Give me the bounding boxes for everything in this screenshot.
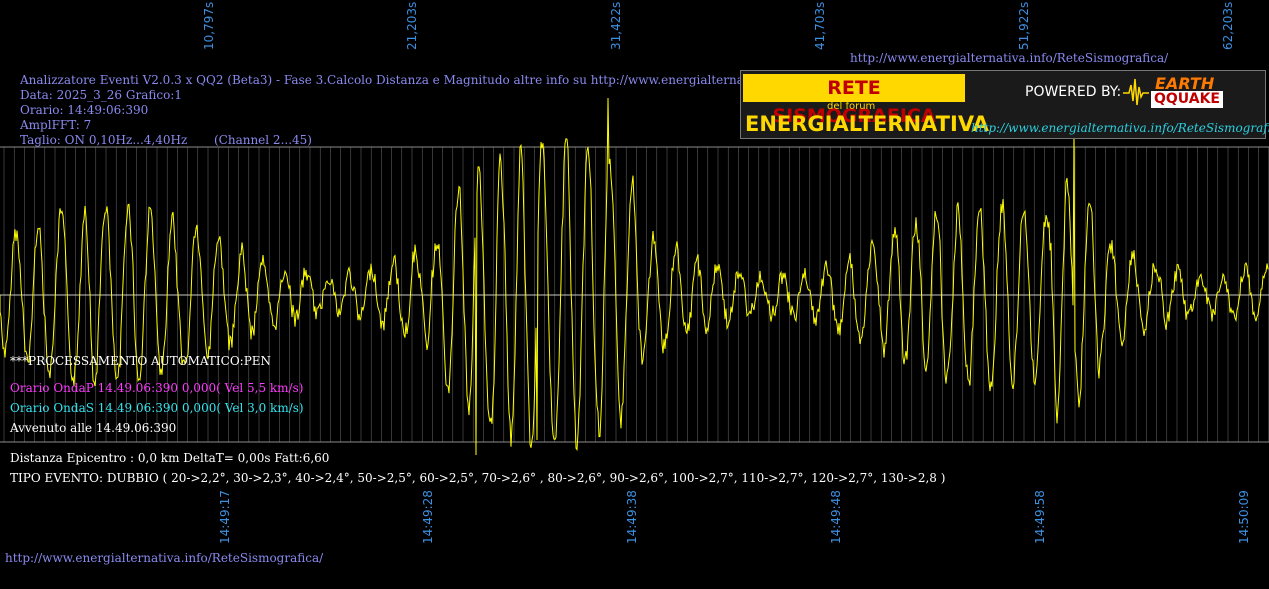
logo-rete-text: RETE SISMOGRAFICA	[743, 74, 965, 127]
onda-s-time: Orario OndaS 14.49.06:390 0,000( Vel 3,0…	[10, 401, 304, 415]
seismograph-icon	[1123, 78, 1149, 106]
logo-powered-text: POWERED BY:	[1025, 84, 1122, 100]
seconds-tick-label: 51,922s	[1017, 1, 1031, 50]
seconds-tick-label: 31,422s	[609, 1, 623, 50]
filter-line: Taglio: ON 0,10Hz...4,40Hz (Channel 2...…	[20, 133, 312, 147]
logo-earth-text: EARTH	[1155, 74, 1215, 93]
amplfft-line: AmplFFT: 7	[20, 118, 92, 132]
auto-processing-label: ***PROCESSAMENTO AUTOMATICO:PEN	[10, 354, 272, 368]
time-tick-label: 14:49:58	[1033, 490, 1047, 544]
logo-url-link[interactable]: http://www.energialternativa.info/ReteSi…	[971, 121, 1269, 135]
rete-sismografica-logo: RETE SISMOGRAFICA del forum ENERGIALTERN…	[740, 70, 1269, 139]
date-line: Data: 2025_3_26 Grafico:1	[20, 88, 182, 102]
epicenter-distance: Distanza Epicentro : 0,0 km DeltaT= 0,00…	[10, 451, 330, 465]
seconds-tick-label: 62,203s	[1221, 1, 1235, 50]
time-tick-label: 14:49:48	[829, 490, 843, 544]
time-tick-label: 14:49:17	[218, 490, 232, 544]
logo-energialternativa-text: ENERGIALTERNATIVA	[745, 112, 989, 136]
bottom-url-link[interactable]: http://www.energialternativa.info/ReteSi…	[5, 551, 324, 565]
time-line: Orario: 14:49:06:390	[20, 103, 149, 117]
event-time: Avvenuto alle 14.49.06:390	[10, 421, 177, 435]
seconds-tick-label: 21,203s	[405, 1, 419, 50]
seconds-tick-label: 10,797s	[202, 1, 216, 50]
seismic-trace	[0, 97, 1269, 456]
onda-p-time: Orario OndaP 14.49.06:390 0,000( Vel 5,5…	[10, 381, 304, 395]
top-url-link[interactable]: http://www.energialternativa.info/ReteSi…	[850, 51, 1169, 65]
time-tick-label: 14:49:28	[421, 490, 435, 544]
logo-qquake-text: QQUAKE	[1151, 91, 1223, 108]
app-title: Analizzatore Eventi V2.0.3 x QQ2 (Beta3)…	[20, 73, 856, 87]
time-tick-label: 14:49:38	[625, 490, 639, 544]
seconds-tick-label: 41,703s	[813, 1, 827, 50]
time-tick-label: 14:50:09	[1237, 490, 1251, 544]
event-type: TIPO EVENTO: DUBBIO ( 20->2,2°, 30->2,3°…	[10, 471, 946, 485]
logo-forum-text: del forum	[827, 101, 876, 112]
